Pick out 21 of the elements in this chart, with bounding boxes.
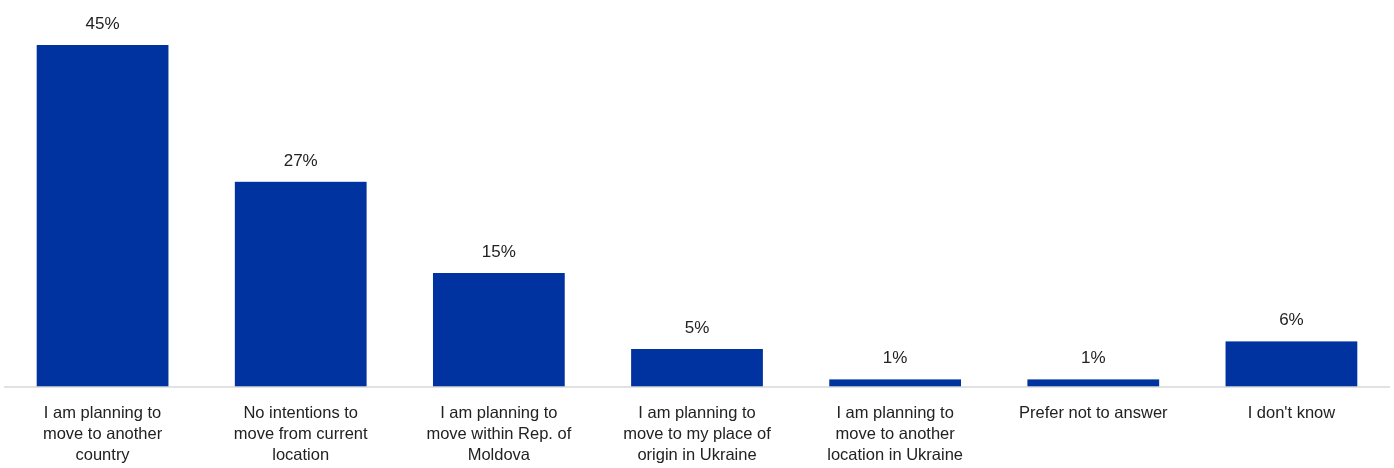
bar — [432, 273, 565, 387]
x-tick-label: I am planning to move to another country — [42, 403, 163, 463]
bar — [829, 379, 962, 387]
bar — [234, 181, 367, 387]
x-tick-label: No intentions to move from current location — [233, 403, 369, 463]
bar — [1027, 379, 1160, 387]
data-label: 45% — [85, 14, 120, 33]
x-tick-label: I am planning to move to my place of origin in Ukraine — [623, 403, 772, 463]
data-label: 15% — [481, 242, 516, 261]
data-label: 27% — [283, 150, 318, 170]
bar — [1225, 341, 1358, 387]
x-tick-label: I am planning to move to another location in Ukraine — [827, 403, 964, 463]
x-tick-label: Prefer not to answer — [1018, 403, 1169, 421]
x-tick-label: I am planning to move within Rep. of Moldova — [426, 403, 572, 463]
data-label: 1% — [1080, 348, 1106, 368]
x-tick-label: I don't know — [1247, 403, 1336, 421]
data-label: 6% — [1279, 310, 1304, 330]
data-label: 5% — [684, 318, 710, 337]
bar — [631, 349, 763, 387]
bar — [36, 45, 169, 387]
data-label: 1% — [882, 348, 908, 368]
